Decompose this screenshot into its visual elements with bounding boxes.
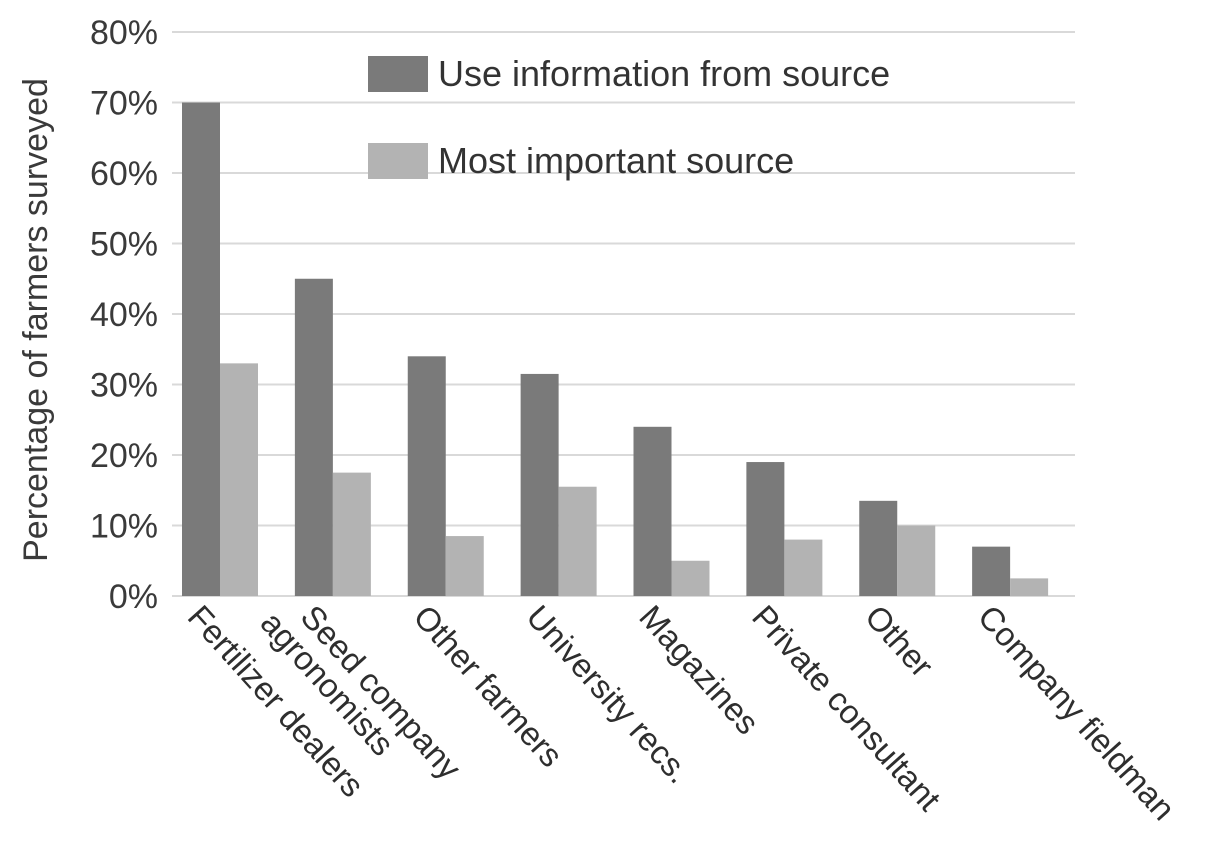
legend-label: Use information from source [438,53,890,94]
legend-swatch [368,143,428,179]
x-tick-label: Other [858,598,941,684]
y-tick-label: 50% [90,226,158,264]
bar [671,560,710,596]
bar [1010,578,1049,596]
x-tick-label: Private consultant [745,598,948,818]
bar [558,486,597,596]
legend: Use information from source Most importan… [368,53,890,181]
bar [294,278,333,596]
bar [746,462,785,596]
y-tick-label: 60% [90,155,158,193]
y-axis-title: Percentage of farmers surveyed [17,78,55,562]
y-tick-label: 0% [109,578,158,616]
x-tick-label: Company fieldman [971,598,1183,827]
bar [859,500,898,596]
bar [897,525,936,596]
bar [332,472,371,596]
bar [784,539,823,596]
y-tick-label: 10% [90,508,158,546]
y-tick-label: 30% [90,367,158,405]
y-tick-label: 80% [90,14,158,52]
bar [182,102,220,596]
bar [633,426,672,596]
legend-label: Most important source [438,140,794,181]
y-tick-label: 40% [90,296,158,334]
bar [220,363,258,596]
y-axis-ticks: 0% 10% 20% 30% 40% 50% 60% 70% 80% [90,14,158,616]
y-tick-label: 70% [90,85,158,123]
y-tick-label: 20% [90,437,158,475]
legend-swatch [368,56,428,92]
bar [520,373,559,596]
bar [445,536,484,596]
bars [182,102,1049,596]
bar [972,546,1011,596]
bar [407,356,446,596]
